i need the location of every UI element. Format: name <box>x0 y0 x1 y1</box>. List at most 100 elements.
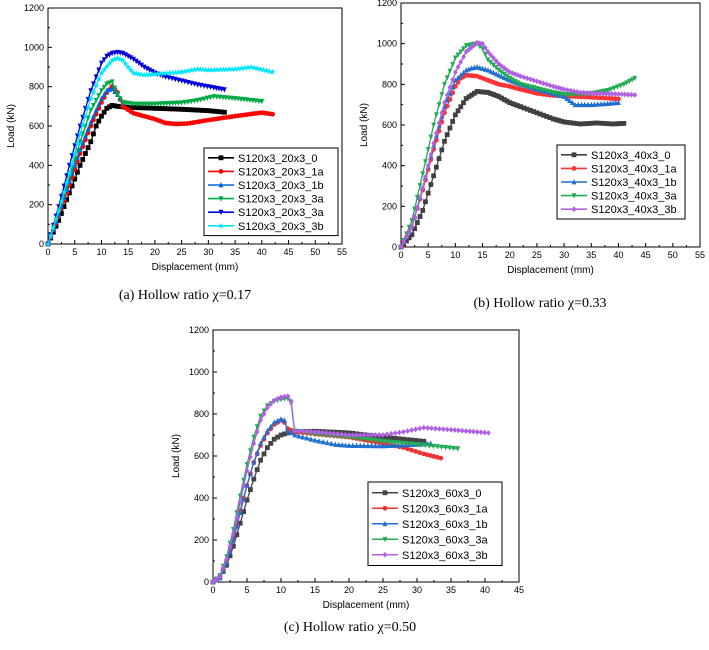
c-data-point <box>354 442 359 448</box>
a-data-point <box>115 103 120 109</box>
c-xtick-label: 45 <box>514 585 524 595</box>
c-data-point <box>413 438 419 443</box>
a-data-point <box>96 93 102 99</box>
b-data-point <box>439 92 445 98</box>
c-data-point <box>217 573 223 580</box>
c-data-point <box>455 446 461 452</box>
b-xtick-label: 0 <box>398 250 403 260</box>
a-data-point <box>93 123 99 129</box>
c-data-point <box>258 457 263 463</box>
caption-c: (c) Hollow ratio χ=0.50 <box>283 620 417 635</box>
c-data-point <box>396 429 402 436</box>
c-data-point <box>265 404 270 411</box>
c-data-point <box>429 425 434 432</box>
b-data-point <box>444 132 450 138</box>
c-data-point <box>444 426 450 433</box>
c-data-point <box>422 442 428 449</box>
a-data-point <box>251 64 258 71</box>
b-data-point <box>414 220 420 225</box>
a-data-point <box>179 100 185 106</box>
a-data-point <box>167 106 173 112</box>
a-legend-box <box>203 147 339 237</box>
b-data-point <box>600 120 606 126</box>
a-data-point <box>72 143 78 149</box>
c-data-point <box>361 442 367 449</box>
b-data-point <box>601 100 607 107</box>
c-xtick-label: 25 <box>378 585 388 595</box>
b-data-point <box>409 223 415 230</box>
a-data-point <box>128 105 134 110</box>
a-data-point <box>191 107 196 113</box>
c-data-point <box>418 442 424 448</box>
c-data-point <box>426 443 432 449</box>
c-xtick-label: 30 <box>412 585 422 595</box>
b-data-point <box>629 77 635 83</box>
c-data-point <box>268 423 274 429</box>
a-ytick-label: 800 <box>29 82 44 92</box>
a-data-point <box>85 104 92 111</box>
b-data-point <box>491 55 496 61</box>
a-xtick-label: 35 <box>230 247 240 257</box>
c-data-point <box>327 430 333 437</box>
c-data-point <box>214 576 219 583</box>
a-legend-marker <box>218 182 224 188</box>
b-data-point <box>447 84 453 91</box>
a-data-point <box>101 109 107 115</box>
b-data-point <box>608 86 614 93</box>
a-data-point <box>91 81 96 87</box>
c-data-point <box>365 442 371 449</box>
chart-a: 0 5 10 15 20 25 30 35 40 45 50 55 0 200 400 600 800 1000 1… <box>6 3 347 273</box>
b-data-point <box>452 112 458 118</box>
a-legend-label: S120x3_20x3_1a <box>238 166 325 178</box>
a-data-point <box>143 105 149 111</box>
a-data-point <box>122 60 129 67</box>
b-data-point <box>461 100 466 106</box>
a-data-point <box>120 50 126 57</box>
a-data-point <box>71 150 78 157</box>
b-data-point <box>461 53 466 60</box>
b-data-point <box>420 171 426 177</box>
a-series-1 <box>45 84 275 247</box>
a-data-point <box>109 85 115 92</box>
b-data-point <box>527 107 533 113</box>
c-xtick-label: 40 <box>480 585 490 595</box>
a-xlabel: Displacement (mm) <box>152 262 239 273</box>
b-legend-label: S120x3_40x3_0 <box>591 150 671 162</box>
a-xtick-label: 0 <box>45 247 50 257</box>
c-data-point <box>413 426 419 433</box>
b-data-point <box>612 91 618 97</box>
a-data-point <box>66 162 72 169</box>
b-data-point <box>458 59 464 65</box>
b-data-point <box>510 77 515 83</box>
c-data-point <box>369 442 375 449</box>
a-data-point <box>77 130 84 137</box>
a-data-point <box>91 113 96 119</box>
c-data-point <box>388 435 394 441</box>
c-data-point <box>285 393 291 400</box>
b-data-point <box>496 67 502 74</box>
c-data-point <box>300 434 306 440</box>
b-data-point <box>587 120 593 126</box>
b-data-point <box>455 64 461 70</box>
a-data-point <box>99 95 104 101</box>
c-data-point <box>392 435 398 441</box>
a-data-point <box>47 232 54 239</box>
a-data-point <box>209 108 214 114</box>
b-data-point <box>455 108 461 114</box>
b-data-point <box>564 119 570 125</box>
a-data-point <box>53 215 60 222</box>
a-legend-label: S120x3_20x3_1b <box>238 180 324 192</box>
a-data-point <box>104 81 110 87</box>
b-xtick-label: 55 <box>695 250 705 260</box>
b-data-point <box>518 104 523 110</box>
a-series-5 <box>45 55 276 247</box>
c-data-point <box>220 564 226 571</box>
b-data-point <box>607 121 613 127</box>
b-data-point <box>616 96 621 102</box>
c-data-point <box>296 433 302 439</box>
b-data-point <box>463 96 469 101</box>
b-data-point <box>541 80 546 87</box>
c-ytick-label: 1000 <box>189 367 209 377</box>
a-data-point <box>61 188 68 195</box>
c-data-point <box>231 530 236 537</box>
